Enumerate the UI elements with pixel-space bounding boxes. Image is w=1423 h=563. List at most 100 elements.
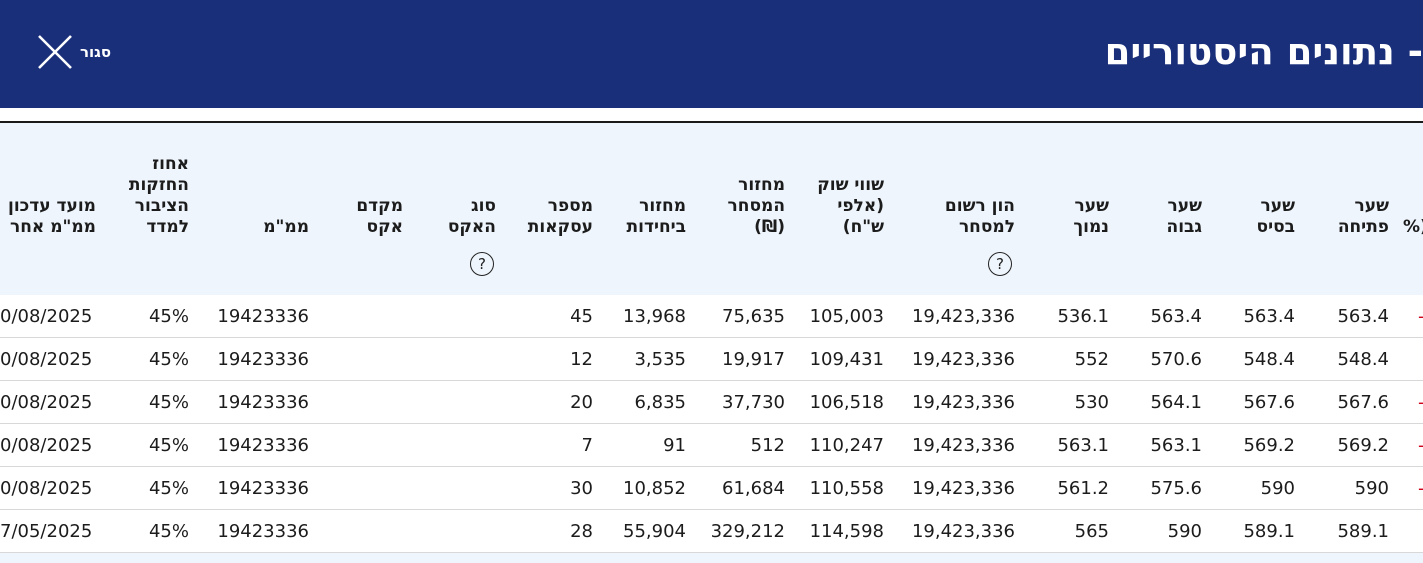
cell-public-holding: 45% <box>148 521 189 542</box>
cell-market-value: 110,558 <box>809 478 884 499</box>
cell-deals: 28 <box>570 521 593 542</box>
cell-base: 563.4 <box>1243 306 1295 327</box>
cell-low: 530 <box>1074 392 1109 413</box>
column-header-label: הון רשום למסחר <box>944 196 1015 237</box>
column-header-label: מספר עסקאות <box>527 196 593 237</box>
cell-high: 564.1 <box>1150 392 1202 413</box>
table-row[interactable]: 569.2 569.2 563.1 563.1 19,423,336 110,247 512… <box>0 424 1423 467</box>
cell-turnover-units: 55,904 <box>623 521 686 542</box>
table-row[interactable]: 589.1 589.1 590 565 19,423,336 114,598 329,212… <box>0 510 1423 553</box>
cell-public-holding: 45% <box>148 392 189 413</box>
column-header-high: שער גבוה <box>1132 196 1202 238</box>
cell-market-value: 110,247 <box>809 435 884 456</box>
cell-update-date: 0/08/2025 <box>0 392 93 413</box>
cell-ex-type <box>406 510 496 553</box>
column-header-update-date: מועד עדכון ממ"מ אחר <box>0 196 96 238</box>
column-header-mmm: ממ"מ <box>189 217 309 238</box>
table-row[interactable]: 548.4 548.4 570.6 552 19,423,336 109,431 19,91… <box>0 338 1423 381</box>
cell-change-percent: - <box>1418 467 1423 510</box>
column-header-public-holding: אחוז החזקות הציבור למדד <box>104 154 189 238</box>
cell-turnover-units: 91 <box>663 435 686 456</box>
cell-update-date: 0/08/2025 <box>0 306 93 327</box>
cell-mmm: 19423336 <box>217 349 309 370</box>
cell-turnover-units: 3,535 <box>634 349 686 370</box>
column-header-label: %) <box>1403 217 1423 237</box>
table-row[interactable]: 590 590 575.6 561.2 19,423,336 110,558 61,684 1… <box>0 467 1423 510</box>
column-header-label: מחזור ביחידות <box>626 196 687 237</box>
cell-capital: 19,423,336 <box>911 306 1015 327</box>
cell-deals: 30 <box>570 478 593 499</box>
cell-turnover-units: 6,835 <box>634 392 686 413</box>
cell-open: 569.2 <box>1337 435 1389 456</box>
column-header-deals: מספר עסקאות <box>508 196 593 238</box>
cell-deals: 45 <box>570 306 593 327</box>
cell-capital: 19,423,336 <box>911 521 1015 542</box>
table-row[interactable]: 567.6 567.6 564.1 530 19,423,336 106,518 37,73… <box>0 381 1423 424</box>
cell-low: 565 <box>1074 521 1109 542</box>
cell-mmm: 19423336 <box>217 392 309 413</box>
cell-capital: 19,423,336 <box>911 392 1015 413</box>
cell-public-holding: 45% <box>148 349 189 370</box>
cell-low: 563.1 <box>1057 435 1109 456</box>
close-button[interactable]: סגור <box>36 32 136 72</box>
cell-ex-type <box>406 424 496 467</box>
cell-ex-factor <box>313 510 403 553</box>
cell-base: 569.2 <box>1243 435 1295 456</box>
cell-ex-factor <box>313 424 403 467</box>
cell-ex-factor <box>313 338 403 381</box>
cell-base: 567.6 <box>1243 392 1295 413</box>
cell-ex-factor <box>313 381 403 424</box>
page-header: סגור - נתונים היסטוריים <box>0 0 1423 108</box>
page-title: - נתונים היסטוריים <box>1104 30 1423 73</box>
column-header-label: מועד עדכון ממ"מ אחר <box>8 196 96 237</box>
close-label: סגור <box>80 43 112 61</box>
cell-mmm: 19423336 <box>217 306 309 327</box>
table-row[interactable]: 563.4 563.4 563.4 536.1 19,423,336 105,003 75,… <box>0 295 1423 338</box>
cell-base: 548.4 <box>1243 349 1295 370</box>
cell-open: 589.1 <box>1337 521 1389 542</box>
cell-high: 570.6 <box>1150 349 1202 370</box>
column-header-label: ממ"מ <box>263 217 309 237</box>
cell-capital: 19,423,336 <box>911 349 1015 370</box>
cell-base: 590 <box>1260 478 1295 499</box>
cell-deals: 7 <box>581 435 593 456</box>
cell-update-date: 0/08/2025 <box>0 349 93 370</box>
cell-ex-factor <box>313 295 403 338</box>
cell-deals: 12 <box>570 349 593 370</box>
cell-turnover-nis: 329,212 <box>710 521 785 542</box>
column-header-turnover-nis: מחזור המסחר (₪) <box>700 175 785 238</box>
close-icon <box>36 33 74 71</box>
cell-open: 563.4 <box>1337 306 1389 327</box>
column-header-label: שווי שוק (אלפי ש"ח) <box>817 175 884 237</box>
cell-low: 536.1 <box>1057 306 1109 327</box>
help-icon[interactable]: ? <box>470 252 494 276</box>
column-header-low: שער נמוך <box>1039 196 1109 238</box>
cell-high: 590 <box>1167 521 1202 542</box>
cell-market-value: 105,003 <box>809 306 884 327</box>
cell-update-date: 0/08/2025 <box>0 435 93 456</box>
cell-public-holding: 45% <box>148 435 189 456</box>
header-divider <box>0 121 1423 123</box>
cell-low: 561.2 <box>1057 478 1109 499</box>
cell-mmm: 19423336 <box>217 435 309 456</box>
cell-public-holding: 45% <box>148 478 189 499</box>
cell-base: 589.1 <box>1243 521 1295 542</box>
cell-ex-type <box>406 338 496 381</box>
cell-market-value: 114,598 <box>809 521 884 542</box>
column-header-open: שער פתיחה <box>1319 196 1389 238</box>
column-header-label: מחזור המסחר (₪) <box>727 175 785 237</box>
cell-update-date: 7/05/2025 <box>0 521 93 542</box>
column-header-base: שער בסיס <box>1225 196 1295 238</box>
cell-turnover-units: 10,852 <box>623 478 686 499</box>
cell-deals: 20 <box>570 392 593 413</box>
cell-turnover-nis: 19,917 <box>722 349 785 370</box>
cell-low: 552 <box>1074 349 1109 370</box>
cell-open: 590 <box>1354 478 1389 499</box>
column-header-turnover-units: מחזור ביחידות <box>601 196 687 238</box>
cell-capital: 19,423,336 <box>911 478 1015 499</box>
cell-change-percent: - <box>1418 295 1423 338</box>
help-icon[interactable]: ? <box>988 252 1012 276</box>
column-header-ex-type: סוג האקס <box>426 196 496 238</box>
cell-public-holding: 45% <box>148 306 189 327</box>
